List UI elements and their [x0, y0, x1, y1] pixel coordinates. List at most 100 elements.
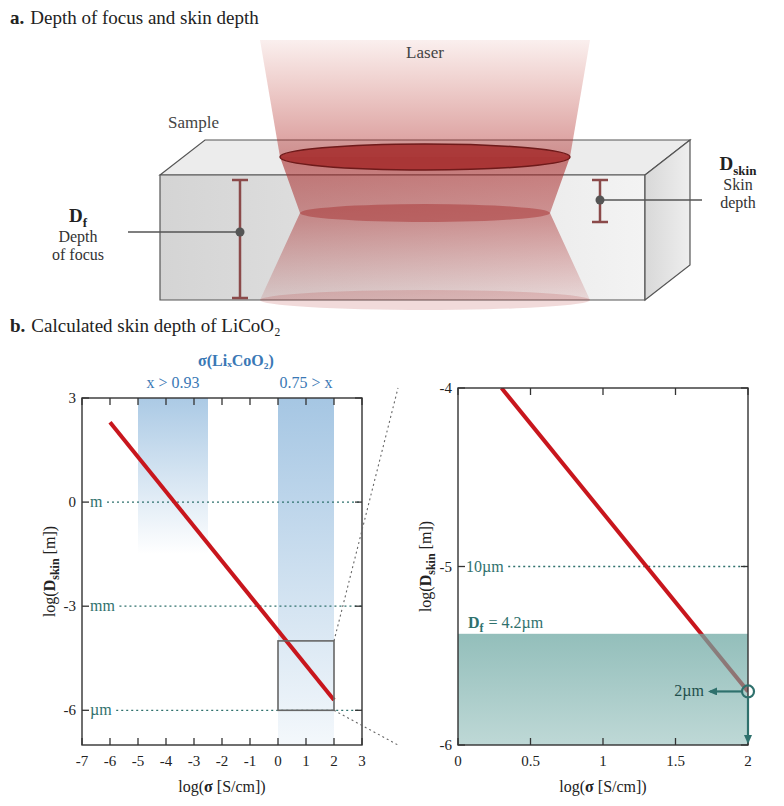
text-part: f: [480, 621, 485, 635]
text-part: D: [417, 575, 434, 587]
y-axis-title: log(Dskin [m]): [417, 521, 438, 612]
reference-label: m: [90, 493, 103, 510]
bracket-cap: [592, 221, 608, 224]
description-label: of focus: [52, 246, 104, 263]
x-tick: [305, 738, 306, 745]
text-part: skin: [424, 553, 438, 575]
bracket: [239, 180, 242, 298]
skin-depth-line: [110, 422, 334, 700]
x-tick-label: 0: [454, 753, 462, 769]
description-label: depth: [720, 194, 756, 212]
y-tick-label: -4: [440, 380, 453, 396]
x-tick: [333, 398, 334, 405]
text-part: b.: [10, 315, 25, 336]
figure: a.Depth of focus and skin depthLaserSamp…: [0, 0, 784, 806]
text-part: [m]): [41, 526, 59, 558]
x-tick: [221, 738, 222, 745]
y-tick: [741, 387, 748, 388]
reference-label: mm: [90, 597, 115, 614]
panel-title: b.Calculated skin depth of LiCoO₂: [10, 315, 281, 336]
x-tick: [602, 388, 603, 395]
text-part: = 4.2µm: [489, 614, 544, 632]
x-tick: [457, 738, 458, 745]
plot-area: [107, 398, 362, 745]
y-tick-label: -6: [64, 702, 77, 718]
sample-label: Sample: [168, 113, 219, 132]
text-part: D: [468, 614, 480, 631]
text-part: log(: [178, 778, 204, 796]
bracket-cap: [592, 179, 608, 182]
x-tick-label: -3: [188, 753, 201, 769]
conductivity-region: [138, 398, 208, 745]
y-tick: [82, 501, 89, 502]
x-tick-label: -2: [216, 753, 229, 769]
reference-label: µm: [90, 701, 112, 719]
text-part: skin: [48, 558, 62, 580]
leader: [600, 199, 702, 201]
text-part: [S/cm]): [594, 778, 647, 796]
band-label: Df = 4.2µm: [468, 614, 544, 635]
y-tick: [741, 566, 748, 567]
x-tick: [305, 398, 306, 405]
arrow: [710, 690, 741, 692]
x-tick: [675, 388, 676, 395]
sample-top: [160, 140, 690, 175]
y-tick: [82, 606, 89, 607]
y-tick: [355, 710, 362, 711]
zoom-connector: [334, 710, 398, 745]
x-tick-label: 1: [599, 753, 607, 769]
x-tick-label: -7: [76, 753, 89, 769]
text-part: D: [41, 580, 58, 592]
x-tick: [81, 398, 82, 405]
x-tick: [137, 738, 138, 745]
plot-frame: [82, 398, 362, 745]
x-tick: [277, 738, 278, 745]
x-tick-label: -5: [132, 753, 145, 769]
text-part: [m]): [417, 521, 435, 553]
text-part: D: [69, 205, 83, 226]
y-tick: [458, 387, 465, 388]
conductivity-region: [278, 398, 334, 745]
text-part: log(: [559, 778, 585, 796]
x-tick: [530, 388, 531, 395]
plot-area: [458, 388, 748, 745]
x-tick-label: 2: [744, 753, 752, 769]
x-tick: [277, 398, 278, 405]
text-part: σ: [585, 778, 594, 795]
y-tick: [458, 744, 465, 745]
highlight-point: [742, 685, 754, 697]
x-tick: [530, 738, 531, 745]
x-tick: [165, 738, 166, 745]
x-tick: [457, 388, 458, 395]
reference-line: [119, 606, 362, 607]
x-axis-title: log(σ [S/cm]): [178, 778, 265, 796]
x-tick: [602, 738, 603, 745]
x-tick-label: 0.5: [521, 753, 540, 769]
y-tick-label: -6: [440, 737, 453, 753]
leader-dot: [596, 196, 605, 205]
text-part: log(: [417, 586, 435, 612]
y-tick-label: 3: [69, 390, 77, 406]
bracket-cap: [232, 297, 248, 300]
x-tick: [361, 738, 362, 745]
y-tick: [741, 744, 748, 745]
x-tick: [675, 738, 676, 745]
laser-label: Laser: [406, 43, 444, 62]
x-tick: [137, 398, 138, 405]
region-title: σ(LiₓCoO₂): [198, 352, 274, 370]
region-label: x > 0.93: [146, 374, 199, 391]
leader-dot: [236, 228, 245, 237]
description-label: Skin: [723, 176, 752, 193]
x-tick-label: 0: [274, 753, 282, 769]
depth-of-focus-band: [458, 634, 748, 745]
sample-side: [645, 140, 690, 300]
beam-bottom: [260, 290, 590, 310]
symbol-label: Df: [69, 205, 88, 230]
point-label: 2µm: [674, 682, 704, 700]
x-tick: [221, 398, 222, 405]
surface-spot: [280, 144, 570, 170]
x-tick: [109, 738, 110, 745]
reference-label: 10µm: [466, 558, 504, 576]
x-tick: [361, 398, 362, 405]
x-tick: [249, 398, 250, 405]
